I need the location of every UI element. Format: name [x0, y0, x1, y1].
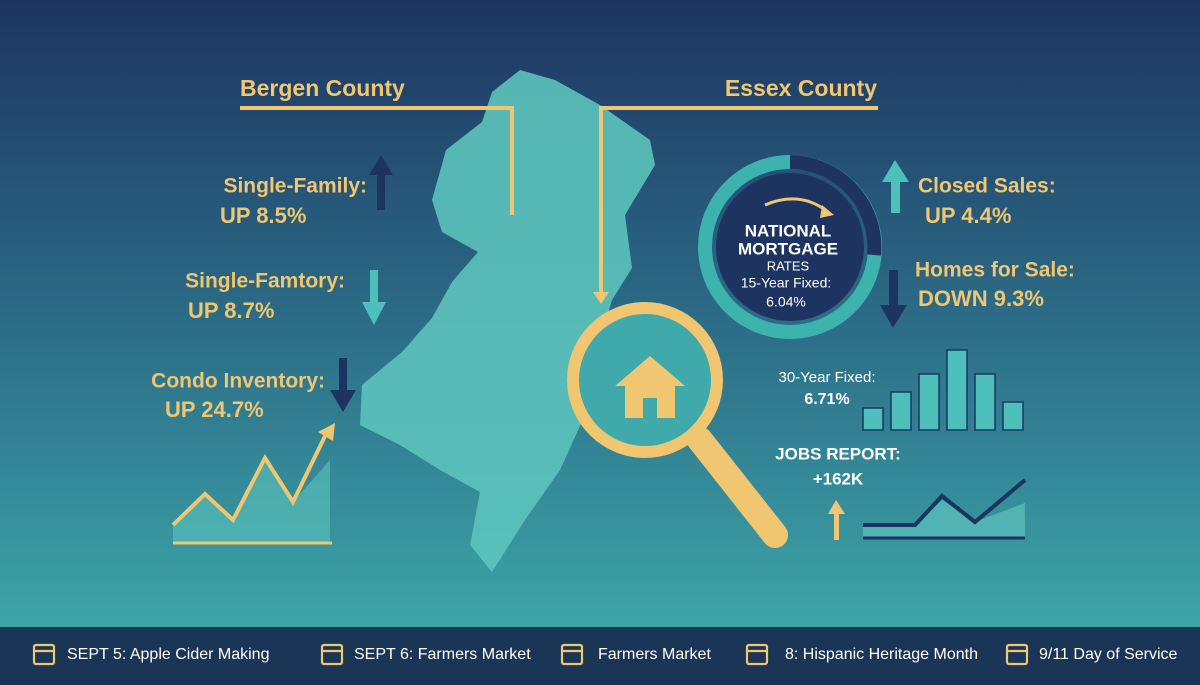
- footer-bar: [0, 627, 1200, 685]
- bar-chart: [862, 349, 1024, 431]
- jobs-chart: [828, 478, 1027, 540]
- stat-value: UP 8.5%: [220, 203, 306, 228]
- rate-value: 6.71%: [804, 391, 849, 408]
- arrow-down: [330, 358, 356, 412]
- stat-label: Single-Family:: [223, 175, 367, 198]
- rate-label: 30-Year Fixed:: [778, 369, 875, 386]
- jobs-value: +162K: [813, 469, 864, 488]
- magnifier-icon: [567, 302, 788, 548]
- event: Farmers Market: [598, 646, 711, 663]
- rates-badge: [698, 155, 882, 339]
- arrow-up: [369, 155, 393, 210]
- connector: [240, 106, 514, 215]
- state-map: [360, 70, 655, 572]
- event: SEPT 5: Apple Cider Making: [67, 646, 269, 663]
- rate-label: 15-Year Fixed:: [741, 275, 832, 291]
- event: SEPT 6: Farmers Market: [354, 646, 531, 663]
- event: 8: Hispanic Heritage Month: [785, 646, 978, 663]
- calendar-icons: [32, 643, 1029, 666]
- jobs-label: JOBS REPORT:: [775, 444, 901, 463]
- county-title: Bergen County: [240, 75, 405, 101]
- stat-value: UP 24.7%: [165, 397, 264, 422]
- rates-title: MORTGAGE: [738, 239, 838, 258]
- arrow-down: [362, 270, 386, 325]
- stat-label: Closed Sales:: [918, 175, 1056, 198]
- rate-value: 6.04%: [766, 294, 806, 310]
- stat-label: Homes for Sale:: [915, 259, 1075, 282]
- stat-label: Condo Inventory:: [151, 370, 325, 393]
- arrow-down: [880, 270, 907, 328]
- trend-chart: [171, 423, 335, 545]
- rates-title: NATIONAL: [745, 221, 832, 240]
- rates-subtitle: RATES: [767, 258, 810, 273]
- arrow-up: [882, 160, 909, 213]
- stat-label: Single-Famtory:: [185, 270, 345, 293]
- event: 9/11 Day of Service: [1039, 646, 1178, 663]
- connector: [599, 106, 878, 300]
- stat-value: UP 8.7%: [188, 298, 274, 323]
- stat-value: UP 4.4%: [925, 203, 1011, 228]
- stat-value: DOWN 9.3%: [918, 286, 1044, 311]
- county-title: Essex County: [725, 75, 877, 101]
- arrow-head: [593, 292, 609, 304]
